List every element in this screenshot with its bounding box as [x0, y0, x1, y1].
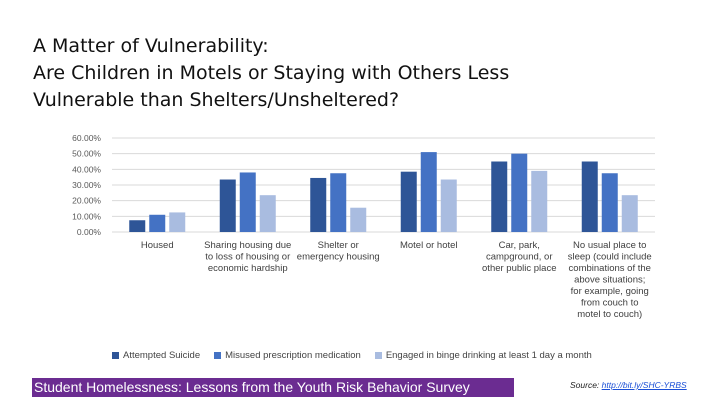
bar: [440, 179, 457, 232]
x-tick-label: Motel or hotel: [400, 240, 458, 251]
legend-swatch: [374, 351, 382, 359]
x-tick-label: above situations;: [574, 275, 645, 286]
bar: [511, 153, 528, 232]
y-tick-label: 60.00%: [72, 133, 101, 143]
legend-label: Engaged in binge drinking at least 1 day…: [385, 349, 592, 361]
bar: [601, 173, 618, 232]
y-tick-label: 0.00%: [77, 227, 102, 237]
chart-legend: Attempted Suicide Misused prescription m…: [112, 348, 606, 362]
x-tick-label: Car, park,: [499, 240, 540, 251]
x-tick-label: No usual place to: [573, 240, 646, 251]
title-line-1: A Matter of Vulnerability:: [33, 35, 269, 57]
source-label: Source:: [570, 380, 600, 390]
y-tick-label: 10.00%: [72, 211, 101, 221]
bar: [129, 220, 146, 232]
bar: [259, 195, 276, 232]
source-note: Source: http://bit.ly/SHC-YRBS: [570, 380, 687, 390]
x-tick-label: campground, or: [486, 252, 553, 263]
bar: [219, 179, 236, 232]
x-tick-label: Housed: [141, 240, 174, 251]
x-tick-label: emergency housing: [297, 252, 380, 263]
x-tick-label: motel to couch): [577, 309, 642, 320]
bar: [330, 173, 347, 232]
bar: [491, 161, 508, 232]
x-tick-label: combinations of the: [569, 263, 651, 274]
legend-item-misused-medication: Misused prescription medication: [214, 350, 361, 361]
bar: [621, 195, 638, 232]
legend-label: Misused prescription medication: [225, 349, 361, 361]
bar: [239, 172, 256, 232]
x-tick-label: Sharing housing due: [204, 240, 291, 251]
bar: [400, 171, 417, 232]
source-link[interactable]: http://bit.ly/SHC-YRBS: [601, 380, 687, 390]
footer-banner: Student Homelessness: Lessons from the Y…: [32, 378, 514, 397]
bar: [350, 207, 367, 232]
bar: [169, 212, 186, 232]
y-tick-label: 30.00%: [72, 180, 101, 190]
legend-item-binge-drinking: Engaged in binge drinking at least 1 day…: [374, 349, 592, 361]
bar: [531, 170, 548, 232]
y-tick-label: 50.00%: [72, 149, 101, 159]
slide-title: A Matter of Vulnerability: Are Children …: [33, 33, 693, 114]
title-line-2: Are Children in Motels or Staying with O…: [33, 62, 510, 84]
bar: [149, 214, 166, 232]
bar: [581, 161, 598, 232]
y-tick-label: 40.00%: [72, 164, 101, 174]
bar: [310, 177, 327, 232]
y-tick-label: 20.00%: [72, 196, 101, 206]
legend-swatch: [112, 351, 119, 359]
x-tick-label: to loss of housing or: [205, 252, 290, 263]
x-tick-label: sleep (could include: [568, 252, 652, 263]
x-tick-label: other public place: [482, 263, 556, 274]
x-tick-label: economic hardship: [208, 263, 288, 274]
title-line-3: Vulnerable than Shelters/Unsheltered?: [33, 89, 400, 111]
legend-label: Attempted Suicide: [123, 349, 201, 361]
legend-item-attempted-suicide: Attempted Suicide: [112, 350, 200, 361]
bar: [420, 152, 437, 232]
x-tick-label: Shelter or: [318, 240, 359, 251]
x-tick-label: from couch to: [581, 298, 639, 309]
legend-swatch: [214, 351, 222, 359]
x-tick-label: for example, going: [571, 286, 649, 297]
